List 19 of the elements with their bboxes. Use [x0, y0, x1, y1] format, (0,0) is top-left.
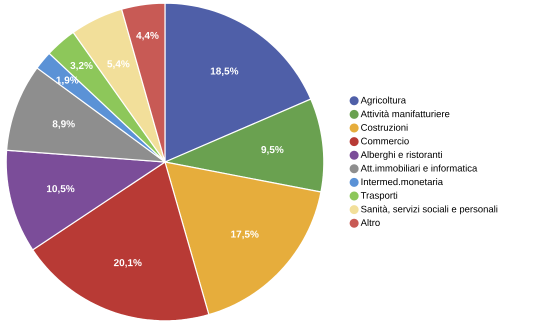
legend-label: Attività manifatturiere	[360, 110, 450, 118]
legend-label: Att.immobiliari e informatica	[360, 164, 478, 172]
legend-label: Sanità, servizi sociali e personali	[361, 205, 498, 214]
data-label: 4,4%	[136, 32, 159, 40]
legend-label: Intermed.monetaria	[362, 178, 443, 186]
data-label: 8,9%	[52, 120, 75, 129]
data-label: 5,4%	[107, 60, 130, 69]
legend-label: Costruzioni	[361, 124, 408, 131]
data-label: 10,5%	[46, 185, 74, 194]
data-label: 18,5%	[210, 68, 238, 76]
data-label: 9,5%	[261, 146, 284, 155]
data-label: 3,2%	[70, 62, 93, 70]
legend-label: Alberghi e ristoranti	[360, 151, 442, 160]
legend-label: Agricoltura	[360, 96, 406, 106]
legend-label: Commercio	[361, 137, 409, 144]
legend-label: Trasporti	[360, 192, 398, 201]
legend-label: Altro	[360, 219, 380, 226]
data-label: 17,5%	[231, 230, 259, 240]
data-label: 20,1%	[114, 259, 142, 268]
